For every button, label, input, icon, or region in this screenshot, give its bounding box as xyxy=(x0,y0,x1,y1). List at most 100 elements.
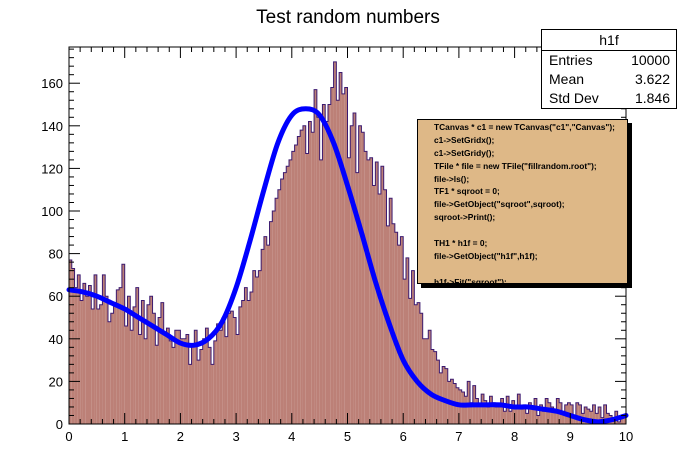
histogram-bar xyxy=(442,366,445,424)
histogram-bar xyxy=(177,330,181,424)
x-tick-label: 10 xyxy=(619,429,633,444)
histogram-bar xyxy=(592,404,596,424)
histogram-bar xyxy=(322,104,326,424)
histogram-bar xyxy=(542,411,546,424)
histogram-bar xyxy=(314,89,317,424)
histogram-bar xyxy=(110,313,114,424)
histogram-bar xyxy=(119,287,122,424)
histogram-bar xyxy=(403,279,406,424)
histogram-bar xyxy=(392,223,395,424)
y-tick-label: 60 xyxy=(49,289,63,304)
histogram-outline xyxy=(68,61,627,424)
histogram-bar xyxy=(305,153,309,424)
histogram-bar xyxy=(431,349,434,424)
histogram-bar xyxy=(503,411,507,424)
histogram-bar xyxy=(216,323,220,424)
histogram-bar xyxy=(300,130,303,424)
histogram-bar xyxy=(620,415,624,424)
histogram-bar xyxy=(548,402,551,424)
histogram-bar xyxy=(411,270,415,424)
histogram-bar xyxy=(475,398,479,424)
histogram-bar xyxy=(405,257,409,424)
histogram-bar xyxy=(194,330,198,424)
histogram-bar xyxy=(539,404,543,424)
histogram-bar xyxy=(419,313,423,424)
histogram-bar xyxy=(302,125,306,424)
stats-value: 3.622 xyxy=(634,71,670,87)
histogram-bar xyxy=(534,398,537,424)
histogram-bar xyxy=(146,304,150,424)
stats-row-entries: Entries 10000 xyxy=(542,51,676,70)
histogram-bar xyxy=(107,321,111,424)
histogram-bar xyxy=(408,298,412,424)
stats-label: Entries xyxy=(549,52,593,68)
code-line xyxy=(434,263,627,276)
stats-row-stddev: Std Dev 1.846 xyxy=(542,89,676,108)
histogram-bar xyxy=(598,406,601,424)
histogram-bar xyxy=(135,287,139,424)
code-line: file->GetObject("sqroot",sqroot); xyxy=(434,199,565,210)
histogram-bar xyxy=(185,334,189,424)
histogram-bar xyxy=(141,300,145,424)
histogram-bar xyxy=(578,404,582,424)
histogram-bar xyxy=(355,172,359,424)
histogram-bar xyxy=(127,296,131,424)
histogram-bar xyxy=(169,340,173,424)
stats-box: h1f Entries 10000 Mean 3.622 Std Dev 1.8… xyxy=(541,29,677,109)
histogram-bar xyxy=(319,159,323,424)
histogram-bar xyxy=(96,308,100,424)
histogram-bar xyxy=(308,121,312,424)
histogram-bar xyxy=(266,245,270,424)
histogram-bar xyxy=(124,326,128,424)
histogram-bar xyxy=(364,151,367,424)
histogram-bar xyxy=(561,413,565,424)
histogram-bar xyxy=(289,159,292,424)
histogram-bar xyxy=(244,287,248,424)
code-line: file->GetObject("h1f",h1f); xyxy=(434,250,538,261)
fit-curve xyxy=(66,106,629,425)
x-tick-label: 2 xyxy=(177,429,184,444)
histogram-bar xyxy=(113,302,117,424)
histogram-bar xyxy=(205,328,209,424)
histogram-bar xyxy=(91,308,95,424)
histogram-bar xyxy=(522,404,526,424)
histogram-bar xyxy=(252,270,256,424)
histogram-bar xyxy=(341,93,345,424)
histogram-bar xyxy=(511,400,515,424)
x-axis: 0 1 2 3 4 5 6 7 8 9 10 xyxy=(65,47,633,444)
histogram-bar xyxy=(224,336,228,424)
histogram-bar xyxy=(180,338,184,424)
histogram-bar xyxy=(361,132,365,424)
histogram-bar xyxy=(353,113,356,424)
histogram-bar xyxy=(230,311,234,424)
code-line: file->ls(); xyxy=(434,173,470,184)
histogram-bar xyxy=(250,291,253,424)
histogram-bar xyxy=(433,351,437,424)
histogram-bar xyxy=(219,330,223,424)
histogram-bar xyxy=(197,360,200,424)
code-line xyxy=(434,224,627,237)
x-tick-label: 7 xyxy=(455,429,462,444)
histogram-bar xyxy=(366,159,370,424)
histogram-bar xyxy=(417,302,420,424)
histogram-bar xyxy=(291,151,295,424)
y-tick-label: 40 xyxy=(49,332,63,347)
histogram-bar xyxy=(121,264,125,424)
histogram-bar xyxy=(211,364,214,424)
histogram-bar xyxy=(325,121,329,424)
histogram-bar xyxy=(400,236,404,424)
histogram-bar xyxy=(236,334,239,424)
histogram-bar xyxy=(233,317,237,424)
histogram-bar xyxy=(202,338,206,424)
histogram-bar xyxy=(297,136,301,424)
histogram-bar xyxy=(520,409,523,424)
stats-value: 1.846 xyxy=(634,90,670,106)
histogram-bar xyxy=(311,132,315,424)
histogram-bar xyxy=(74,287,78,424)
histogram-bar xyxy=(199,349,203,424)
histogram-bar xyxy=(414,304,418,424)
histogram-bar xyxy=(497,406,501,424)
histogram-bar xyxy=(102,274,106,424)
histogram-bar xyxy=(261,249,264,424)
